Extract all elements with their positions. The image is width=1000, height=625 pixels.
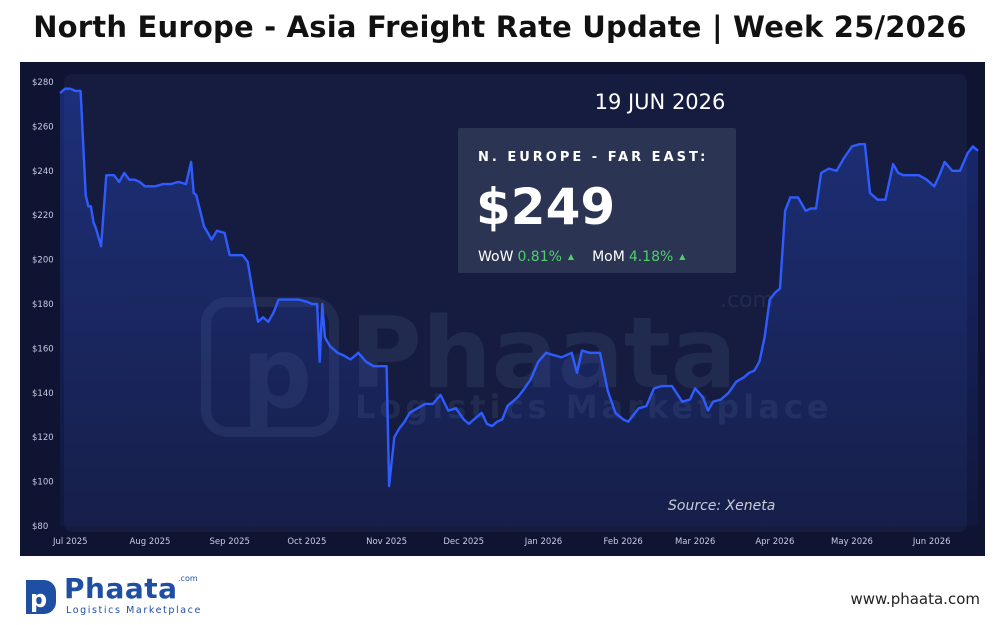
- x-tick-label: Oct 2025: [287, 537, 326, 547]
- y-axis: $80 $100 $120 $140 $160 $180 $200 $220 $240 $260 $…: [32, 78, 54, 532]
- y-tick-label: $80: [32, 522, 48, 532]
- website-link[interactable]: www.phaata.com: [850, 590, 981, 608]
- x-tick-label: Dec 2025: [443, 537, 484, 547]
- logo-com: .com: [178, 574, 198, 583]
- y-tick-label: $240: [32, 167, 54, 177]
- svg-text:p: p: [30, 585, 47, 613]
- x-tick-label: Aug 2025: [130, 537, 171, 547]
- route-label: N. EUROPE - FAR EAST:: [478, 150, 709, 165]
- x-axis: Jul 2025 Aug 2025 Sep 2025 Oct 2025 Nov 2025…: [52, 537, 951, 547]
- series-line: [59, 87, 979, 488]
- mom-up-arrow-icon: ▲: [679, 252, 686, 261]
- x-tick-label: Jun 2026: [912, 537, 951, 547]
- x-tick-label: Nov 2025: [366, 537, 407, 547]
- phaata-logo-icon: p: [26, 580, 56, 614]
- rate-summary-box: N. EUROPE - FAR EAST: $249 WoW 0.81% ▲ MoM 4…: [458, 128, 736, 273]
- y-tick-label: $200: [32, 256, 54, 266]
- y-tick-label: $120: [32, 433, 54, 443]
- series-area: [60, 88, 978, 526]
- date-label: 19 JUN 2026: [594, 90, 726, 114]
- x-tick-label: Apr 2026: [755, 537, 794, 547]
- mom-label: MoM: [592, 249, 625, 265]
- x-tick-label: Jul 2025: [52, 537, 88, 547]
- current-price: $249: [476, 178, 616, 236]
- mom-value: 4.18%: [628, 249, 674, 265]
- y-tick-label: $160: [32, 344, 54, 354]
- wow-up-arrow-icon: ▲: [567, 252, 575, 261]
- wow-label: WoW: [478, 249, 514, 265]
- y-tick-label: $140: [32, 389, 54, 399]
- rate-chart: p Phaata .com Logistics Marketplace $80$…: [32, 74, 979, 547]
- y-tick-label: $260: [32, 122, 54, 132]
- phaata-logo[interactable]: p Phaata .com Logistics Marketplace: [20, 572, 220, 618]
- page-title: North Europe - Asia Freight Rate Update …: [33, 10, 967, 44]
- logo-tagline: Logistics Marketplace: [66, 605, 202, 616]
- y-tick-label: $100: [32, 478, 54, 488]
- y-tick-label: $220: [32, 211, 54, 221]
- source-note: Source: Xeneta: [668, 498, 776, 514]
- y-tick-label: $280: [32, 78, 54, 88]
- x-tick-label: Jan 2026: [524, 537, 562, 547]
- x-tick-label: Sep 2025: [210, 537, 250, 547]
- y-tick-label: $180: [32, 300, 54, 310]
- change-row: WoW 0.81% ▲ MoM 4.18% ▲: [478, 249, 685, 265]
- x-tick-label: Feb 2026: [603, 537, 642, 547]
- logo-brand: Phaata: [64, 572, 178, 605]
- wow-value: 0.81%: [517, 249, 562, 265]
- watermark-com: .com: [720, 288, 774, 313]
- x-tick-label: Mar 2026: [675, 537, 715, 547]
- x-tick-label: May 2026: [831, 537, 873, 547]
